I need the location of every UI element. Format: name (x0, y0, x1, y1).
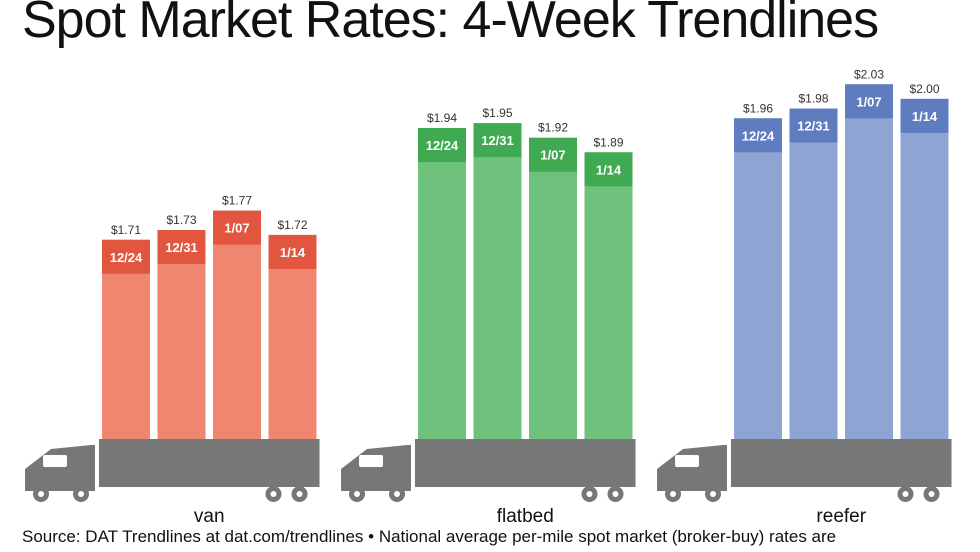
trailer-body (731, 439, 952, 479)
value-label: $1.98 (798, 92, 828, 106)
date-label: 12/31 (797, 119, 830, 134)
bar-date-band (213, 210, 261, 245)
bar (418, 128, 466, 439)
cab (25, 445, 95, 491)
wheel-hub (612, 491, 619, 497)
bar-date-band (734, 118, 782, 153)
wheel-hub (670, 491, 676, 497)
date-label: 12/24 (110, 250, 143, 265)
trailer-chassis (731, 479, 952, 487)
wheel-hub (928, 491, 935, 497)
wheel-hub (710, 491, 716, 497)
bar (845, 84, 893, 440)
bar (789, 108, 838, 439)
date-label: 12/31 (481, 133, 514, 148)
trailer-body (415, 439, 636, 479)
value-label: $1.94 (427, 111, 457, 125)
date-label: 1/14 (280, 245, 306, 260)
value-label: $1.92 (538, 121, 568, 135)
bar (473, 123, 522, 440)
value-label: $1.73 (166, 213, 196, 227)
date-label: 12/31 (165, 240, 198, 255)
bar-date-band (529, 137, 577, 172)
wheel-hub (586, 491, 593, 497)
date-label: 12/24 (742, 128, 775, 143)
cab-window (675, 455, 699, 467)
wheel-hub (78, 491, 84, 497)
bar (584, 152, 633, 440)
date-label: 1/14 (912, 109, 938, 124)
wheel-hub (270, 491, 277, 497)
bar-date-band (418, 128, 466, 163)
category-label: flatbed (497, 506, 554, 527)
bar (268, 234, 317, 439)
bar-date-band (268, 234, 317, 269)
trailer-chassis (99, 479, 320, 487)
source-note: Source: DAT Trendlines at dat.com/trendl… (22, 527, 837, 546)
date-label: 1/07 (224, 221, 249, 236)
cab (341, 445, 411, 491)
bar-date-band (789, 108, 838, 143)
chart-title: Spot Market Rates: 4-Week Trendlines (22, 0, 879, 49)
value-label: $1.89 (593, 135, 623, 149)
cab-window (43, 455, 67, 467)
wheel-hub (354, 491, 360, 497)
category-label: reefer (816, 506, 866, 527)
date-label: 1/07 (856, 94, 881, 109)
wheel-hub (296, 491, 303, 497)
date-label: 12/24 (426, 138, 459, 153)
value-label: $2.00 (909, 82, 939, 96)
bar-date-band (845, 84, 893, 119)
wheel-hub (394, 491, 400, 497)
cab-window (359, 455, 383, 467)
value-label: $1.71 (111, 223, 141, 237)
bar (529, 137, 577, 439)
date-label: 1/07 (540, 148, 565, 163)
wheel-hub (902, 491, 909, 497)
value-label: $1.96 (743, 101, 773, 115)
date-label: 1/14 (596, 162, 622, 177)
trailer-body (99, 439, 320, 479)
bar-date-band (900, 98, 949, 133)
value-label: $1.77 (222, 194, 252, 208)
bar-date-band (102, 239, 150, 274)
bar (734, 118, 782, 440)
bar-date-band (157, 230, 206, 265)
value-label: $2.03 (854, 67, 884, 81)
bar-date-band (584, 152, 633, 187)
bar (900, 98, 949, 439)
trailer-chassis (415, 479, 636, 487)
bar (213, 210, 261, 439)
bar (157, 230, 206, 439)
bar-date-band (473, 123, 522, 158)
category-label: van (194, 506, 225, 527)
value-label: $1.72 (277, 218, 307, 232)
value-label: $1.95 (482, 106, 512, 120)
wheel-hub (38, 491, 44, 497)
cab (657, 445, 727, 491)
